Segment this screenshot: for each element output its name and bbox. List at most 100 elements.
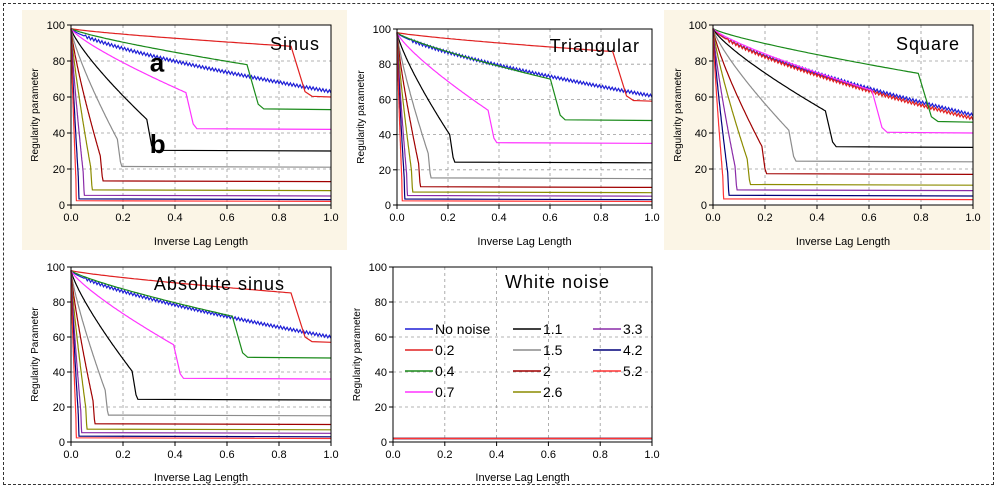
axes-frame [70, 24, 332, 206]
x-tick-label: 0.4 [489, 449, 504, 461]
series-line-5-2 [70, 270, 332, 440]
y-tick-label: 40 [53, 128, 65, 140]
x-tick-label: 0.2 [115, 449, 130, 461]
x-axis-label: Inverse Lag Length [796, 236, 890, 248]
x-tick-label: 1.0 [644, 212, 659, 224]
y-axis-label: Regularity parameter [356, 70, 367, 164]
x-tick-label: 0.4 [167, 212, 182, 224]
series-line-1-1 [396, 32, 653, 164]
x-tick-label: 0.8 [271, 212, 286, 224]
legend-label-2-6: 2.6 [543, 384, 563, 400]
x-axis-label: Inverse Lag Length [475, 472, 569, 484]
plot-area [393, 267, 652, 442]
series-line-1-1 [70, 270, 332, 401]
series-line-2-6 [396, 32, 653, 194]
x-tick-label: 0.0 [705, 212, 720, 224]
legend-label-1-5: 1.5 [543, 342, 563, 358]
x-axis-label: Inverse Lag Length [477, 236, 571, 248]
y-tick-label: 20 [695, 164, 707, 176]
legend: No noise 0.2 0.4 0.7 1.1 1.5 2 2.6 3.3 4.2 5.2 [405, 321, 643, 400]
series-line-5-2 [396, 32, 653, 203]
y-axis-label: Regularity parameter [30, 68, 41, 162]
legend-label-no-noise: No noise [435, 321, 490, 337]
y-tick-label: 0 [381, 437, 387, 449]
x-tick-label: 1.0 [644, 449, 659, 461]
y-tick-label: 0 [59, 437, 65, 449]
figure-frame [3, 3, 994, 485]
series-line-0-2 [70, 28, 332, 98]
x-tick-label: 0.8 [593, 449, 608, 461]
series-line-0-7 [712, 28, 974, 134]
x-tick-label: 0.6 [542, 212, 557, 224]
x-tick-label: 0.2 [437, 449, 452, 461]
series-line-5-2 [70, 28, 332, 202]
axes-frame [70, 266, 332, 443]
x-axis-label: Inverse Lag Length [154, 236, 248, 248]
series-line-1-1 [712, 28, 974, 148]
legend-label-4-2: 4.2 [623, 342, 643, 358]
x-tick-label: 0.0 [63, 212, 78, 224]
x-tick-label: 0.4 [167, 449, 182, 461]
axes-frame [392, 266, 653, 443]
legend-label-5-2: 5.2 [623, 363, 643, 379]
y-tick-label: 60 [379, 94, 391, 106]
legend-label-3-3: 3.3 [623, 321, 643, 337]
annotation-b: b [150, 129, 166, 159]
x-axis-label: Inverse Lag Length [154, 472, 248, 484]
x-tick-label: 0.2 [440, 212, 455, 224]
y-tick-label: 40 [375, 367, 387, 379]
series-line-no-noise [70, 28, 332, 94]
legend-label-0-2: 0.2 [435, 342, 455, 358]
series-line-2-6 [70, 270, 332, 431]
chart-sinus: 0.0 0.2 0.4 0.6 0.8 1.0 0 20 40 60 80 100 Inverse La… [30, 20, 339, 248]
legend-label-2: 2 [543, 363, 551, 379]
series-line-0-7 [396, 32, 653, 144]
series-line-2 [70, 28, 332, 183]
x-tick-label: 1.0 [323, 449, 338, 461]
chart-title: White noise [505, 272, 610, 292]
chart-title: Absolute sinus [154, 274, 285, 294]
x-tick-label: 0.6 [219, 449, 234, 461]
y-axis-label: Regularity Parameter [30, 307, 41, 402]
plot-area [397, 29, 652, 205]
chart-title: Square [896, 34, 960, 54]
x-tick-label: 0.0 [389, 212, 404, 224]
x-tick-label: 0.2 [115, 212, 130, 224]
y-tick-label: 40 [379, 130, 391, 142]
y-tick-label: 100 [689, 20, 707, 32]
series-line-0-4 [712, 28, 974, 123]
y-tick-label: 100 [373, 24, 391, 36]
y-tick-label: 60 [375, 332, 387, 344]
series-line-no-noise [70, 270, 332, 339]
chart-title: Triangular [550, 36, 640, 56]
series-line-2-6 [712, 28, 974, 186]
y-tick-label: 20 [379, 165, 391, 177]
series-line-0-4 [396, 32, 653, 122]
x-tick-label: 0.8 [913, 212, 928, 224]
x-tick-label: 1.0 [965, 212, 980, 224]
y-axis-label: Regularity parameter [673, 68, 684, 162]
y-tick-label: 100 [47, 20, 65, 32]
series-line-0-4 [70, 28, 332, 111]
chart-title: Sinus [270, 34, 320, 54]
y-tick-label: 80 [53, 297, 65, 309]
series-line-2-6 [70, 28, 332, 192]
legend-label-0-4: 0.4 [435, 363, 455, 379]
y-tick-label: 80 [375, 297, 387, 309]
y-tick-label: 0 [385, 200, 391, 212]
annotation-a: a [150, 48, 165, 78]
y-tick-label: 40 [53, 367, 65, 379]
x-tick-label: 0.4 [491, 212, 506, 224]
series-line-1-5 [70, 270, 332, 417]
x-tick-label: 0.8 [593, 212, 608, 224]
x-tick-label: 0.0 [63, 449, 78, 461]
x-tick-label: 1.0 [323, 212, 338, 224]
chart-square: 0.0 0.2 0.4 0.6 0.8 1.0 0 20 40 60 80 100 Inverse La… [673, 20, 981, 248]
series-line-2 [396, 32, 653, 188]
series-line-0-4 [70, 270, 332, 359]
y-tick-label: 20 [53, 164, 65, 176]
series-line-5-2 [712, 28, 974, 201]
series-line-0-2 [396, 31, 653, 102]
plot-area [71, 25, 331, 205]
